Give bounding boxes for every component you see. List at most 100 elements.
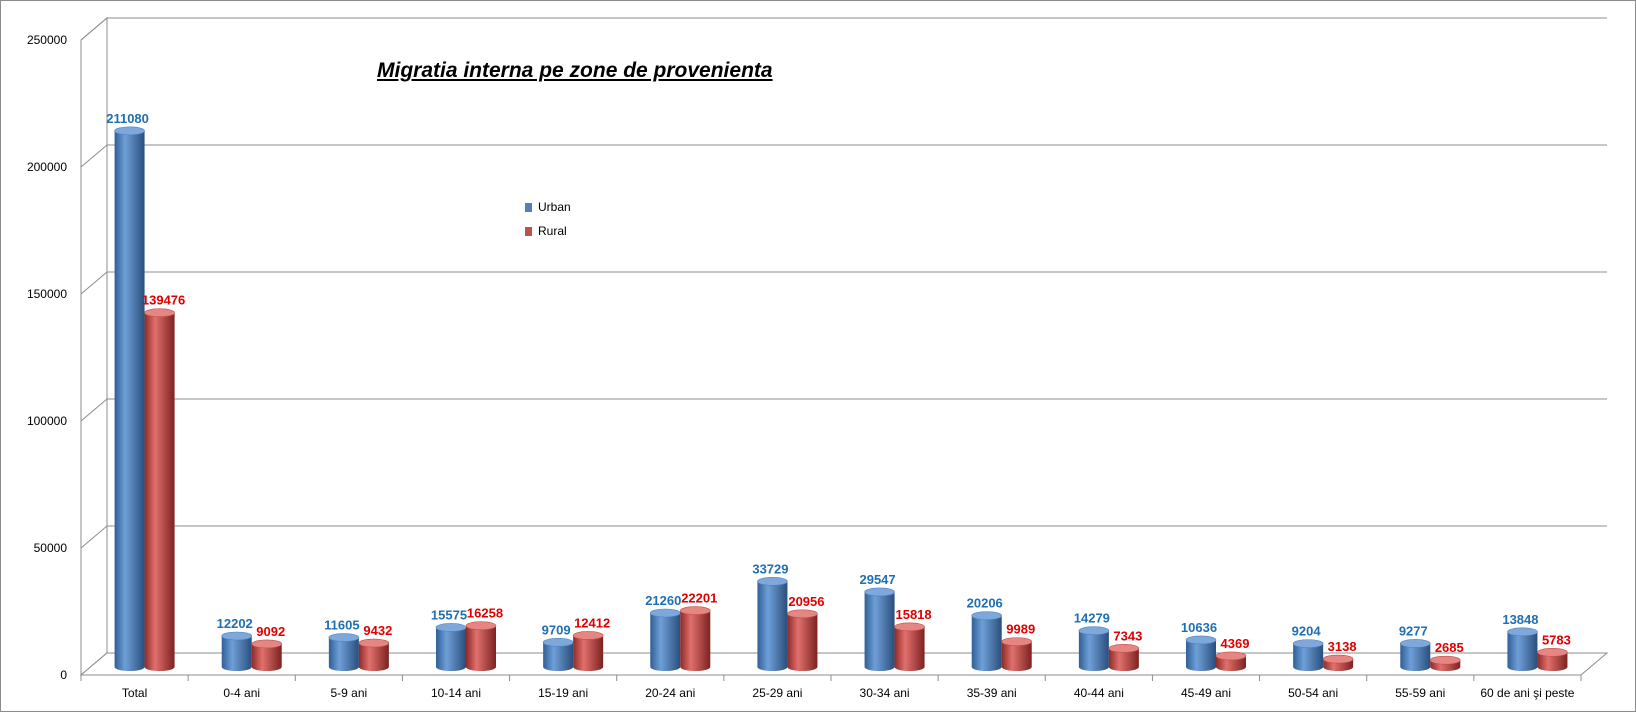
bar-urban [542,638,574,671]
bar-body-urban [1078,630,1109,671]
y-tick-label: 100000 [27,414,67,428]
bar-rural [572,631,604,671]
bar-body-rural [144,312,175,671]
x-tick-label: 30-34 ani [860,686,910,700]
bar-urban [1078,626,1110,671]
data-label-urban: 33729 [752,561,788,576]
bar-top-urban [864,587,895,597]
bar-top-rural [1001,637,1033,646]
bar-rural [1215,651,1247,671]
data-label-rural: 4369 [1221,636,1250,651]
bar-top-rural [572,631,604,640]
data-label-rural: 20956 [788,594,824,609]
x-tick-label: 40-44 ani [1074,686,1124,700]
bar-body-urban [1186,639,1216,671]
data-label-urban: 15575 [431,607,467,622]
bar-rural [251,639,283,671]
bar-body-urban [328,637,359,671]
bar-body-rural [573,635,604,671]
data-label-rural: 15818 [895,607,931,622]
bar-top-rural [465,621,497,631]
data-label-urban: 10636 [1181,620,1217,635]
data-label-rural: 9432 [363,623,392,638]
data-label-urban: 20206 [967,596,1003,611]
bar-body-rural [1108,648,1139,671]
x-tick-label: 45-49 ani [1181,686,1231,700]
gridline [80,17,1607,41]
bar-urban [971,611,1003,671]
bar-top-rural [358,638,390,648]
data-label-urban: 211080 [106,111,149,126]
bar-body-urban [971,615,1002,671]
x-tick-label: 10-14 ani [431,686,481,700]
gridline [80,398,1607,422]
bar-top-rural [1322,654,1354,664]
legend-swatch-rural [525,226,532,236]
plot-side-wall [80,16,108,677]
bar-rural [465,621,497,671]
y-tick-label: 200000 [27,160,67,174]
bar-top-rural [894,622,925,632]
bar-urban [114,126,145,671]
bar-rural [1322,654,1354,671]
data-label-urban: 11605 [324,618,359,633]
x-tick-label: 50-54 ani [1288,686,1338,700]
bar-urban [221,631,253,671]
data-label-rural: 12412 [574,615,610,630]
bar-urban [328,633,360,671]
x-tick-label: 25-29 ani [752,686,802,700]
bar-body-urban [864,591,895,671]
bar-body-urban [650,612,681,671]
y-tick-label: 250000 [27,33,67,47]
x-tick-label: 5-9 ani [331,686,368,700]
data-label-rural: 139476 [142,293,185,308]
bar-body-urban [1400,643,1431,671]
bar-urban [864,587,895,671]
bar-urban [649,608,681,671]
bar-top-urban [1185,635,1217,645]
bar-body-urban [221,636,252,671]
data-label-rural: 9092 [256,624,285,639]
data-label-urban: 9204 [1292,624,1322,639]
y-tick-label: 0 [60,668,67,682]
legend-item-urban: Urban [525,195,571,219]
data-label-urban: 13848 [1502,612,1538,627]
legend-item-rural: Rural [525,219,571,243]
data-label-rural: 2685 [1435,640,1464,655]
bar-top-urban [114,126,145,136]
bar-rural [358,638,390,671]
legend-label-rural: Rural [538,224,567,238]
x-tick-label: 55-59 ani [1395,686,1445,700]
bar-body-urban [1507,631,1538,671]
bar-top-urban [649,608,681,618]
y-tick-label: 50000 [34,541,68,555]
bar-top-urban [435,623,467,632]
data-label-rural: 9989 [1006,622,1035,637]
data-label-urban: 9277 [1399,623,1428,638]
bar-top-rural [1429,655,1461,665]
gridline [80,144,1607,168]
bar-body-rural [787,613,818,671]
bar-body-rural [680,610,711,671]
legend-swatch-urban [525,202,532,212]
bar-top-rural [1108,644,1140,653]
data-label-rural: 22201 [681,591,717,606]
bar-body-urban [436,627,466,671]
bar-body-rural [1001,641,1032,671]
bar-top-urban [1078,626,1110,636]
data-label-urban: 9709 [542,622,571,637]
legend: Urban Rural [525,195,571,243]
bar-top-urban [757,577,788,586]
bar-top-urban [542,638,574,647]
y-tick-label: 150000 [27,287,67,301]
bar-body-urban [114,130,145,671]
bar-urban [435,623,467,671]
bar-urban [1292,639,1324,671]
bar-rural [144,308,175,671]
bar-rural [1537,648,1568,671]
data-label-urban: 12202 [217,616,253,631]
bar-top-urban [971,611,1003,620]
bar-urban [757,577,788,671]
